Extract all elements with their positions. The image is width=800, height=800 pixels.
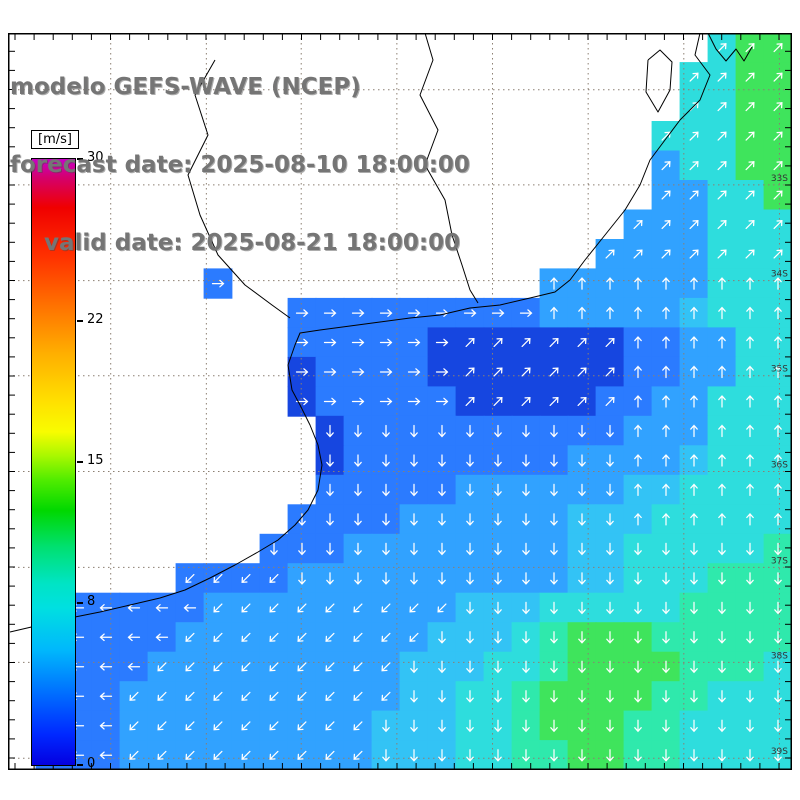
lat-label: 34S [771, 270, 788, 280]
colorbar-tick-label: 22 [87, 311, 104, 327]
colorbar-tick-label: 8 [87, 594, 96, 610]
lat-labels: 33S 34S 35S 36S 37S 38S 39S [771, 174, 788, 757]
colorbar-tick-label: 15 [87, 453, 104, 468]
colorbar: [m/s] 30 22 15 8 0 [31, 128, 104, 771]
direction-arrows [43, 43, 783, 762]
graticule [8, 33, 792, 770]
colorbar-unit-label: [m/s] [31, 130, 79, 149]
colorbar-tick-mark [77, 461, 83, 463]
lat-label: 38S [771, 651, 788, 661]
lat-label: 37S [771, 556, 788, 566]
colorbar-tick-mark [77, 602, 83, 605]
lat-label: 36S [771, 461, 788, 471]
colorbar-tick-mark [77, 319, 83, 322]
colorbar-tick-mark [77, 158, 83, 160]
coastline [9, 33, 753, 633]
lat-label: 39S [771, 747, 788, 757]
model-title: modelo GEFS-WAVE (NCEP) [10, 74, 361, 100]
valid-date-label: valid date: 2025-08-21 18:00:00 [44, 230, 461, 256]
wave-speed-field [35, 33, 792, 770]
colorbar-tick-label: 0 [87, 756, 96, 771]
colorbar-tick-mark [77, 764, 83, 766]
colorbar-gradient [31, 158, 76, 766]
lat-label: 33S [771, 174, 788, 184]
colorbar-tick-label: 30 [87, 150, 104, 165]
map-frame [8, 33, 792, 770]
map-title-block: modelo GEFS-WAVE (NCEP) forecast date: 2… [10, 22, 470, 308]
map-canvas: 33S 34S 35S 36S 37S 38S 39S [8, 33, 792, 770]
axis-ticks [9, 34, 791, 769]
lat-label: 35S [771, 365, 788, 375]
forecast-date-label: forecast date: 2025-08-10 18:00:00 [10, 152, 470, 178]
